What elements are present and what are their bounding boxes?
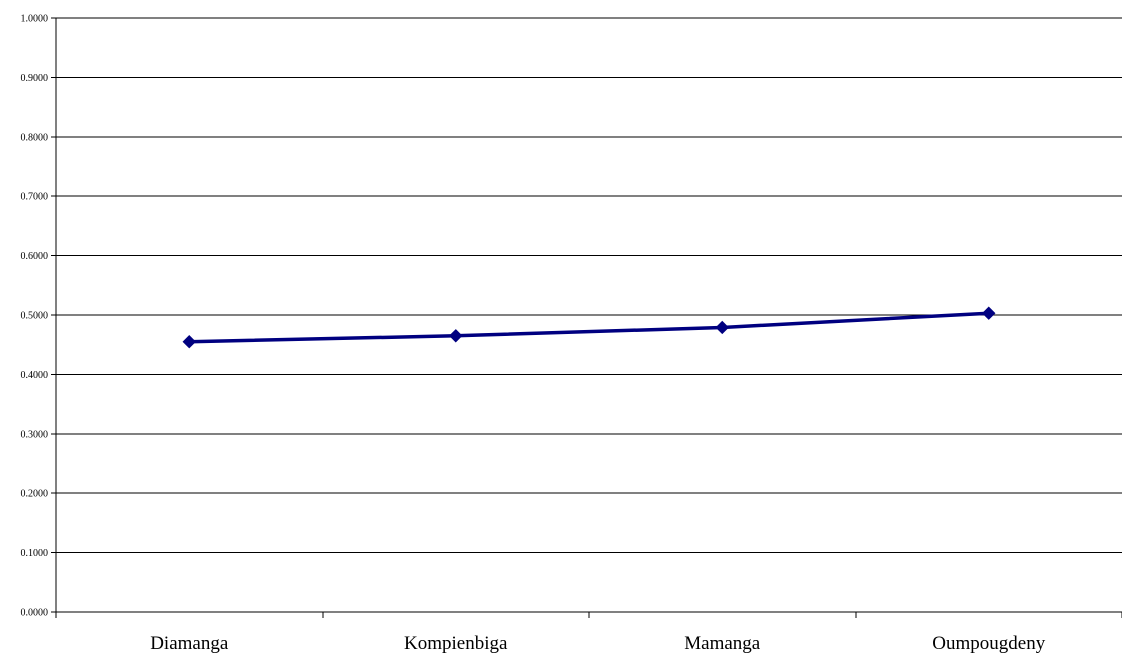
y-tick-label: 0.2000	[21, 489, 49, 500]
x-axis-ticks: Diamanga Kompienbiga Mamanga Oumpougdeny	[55, 612, 1122, 654]
y-tick-label: 0.9000	[21, 73, 49, 84]
y-tick-label: 0.7000	[21, 192, 49, 203]
y-tick-label: 0.6000	[21, 251, 49, 262]
y-tick-label: 0.0000	[21, 608, 49, 619]
data-point-marker	[715, 320, 729, 335]
series-line	[189, 311, 989, 344]
data-point-marker	[449, 329, 463, 343]
y-tick-label: 0.5000	[21, 311, 49, 322]
y-tick-label: 0.4000	[21, 370, 49, 381]
x-tick-label: Diamanga	[150, 633, 229, 654]
data-point-marker	[982, 306, 996, 320]
series-layer	[182, 306, 996, 349]
y-tick-label: 0.3000	[21, 429, 49, 440]
x-tick-label: Oumpougdeny	[932, 633, 1045, 654]
y-axis-ticks: 0.0000 0.1000 0.2000 0.3000 0.4000 0.5000 0.60…	[21, 14, 56, 619]
gridlines	[56, 17, 1122, 554]
x-tick-label: Kompienbiga	[404, 633, 508, 654]
data-point-marker	[182, 335, 196, 349]
y-tick-label: 1.0000	[21, 14, 49, 25]
x-tick-label: Mamanga	[684, 633, 761, 654]
y-tick-label: 0.1000	[21, 548, 49, 559]
y-tick-label: 0.8000	[21, 132, 49, 143]
